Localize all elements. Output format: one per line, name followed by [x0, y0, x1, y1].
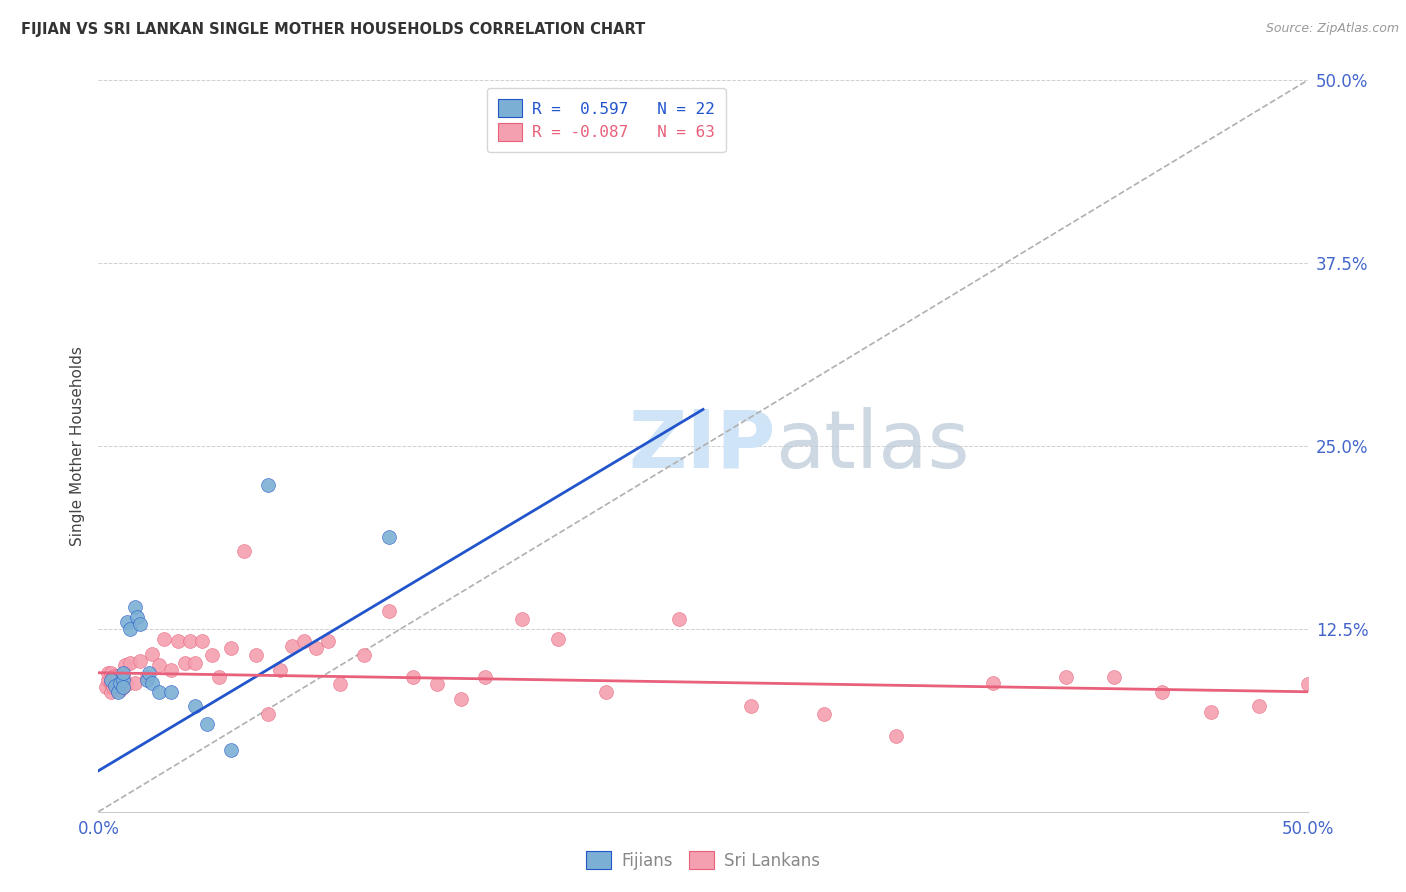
Point — [108, 676, 131, 690]
Point — [114, 658, 136, 673]
Point — [981, 676, 1004, 690]
Point — [547, 632, 569, 646]
Point — [111, 670, 134, 684]
Point — [118, 656, 141, 670]
Point — [111, 681, 134, 695]
Point — [174, 656, 197, 670]
Point — [101, 670, 124, 684]
Point — [127, 610, 149, 624]
Point — [195, 717, 218, 731]
Point — [1249, 699, 1271, 714]
Point — [353, 648, 375, 663]
Point — [118, 622, 141, 636]
Point — [100, 665, 122, 680]
Point — [184, 656, 207, 670]
Point — [148, 685, 170, 699]
Point — [108, 673, 131, 687]
Point — [104, 668, 127, 682]
Point — [111, 681, 134, 695]
Point — [100, 685, 122, 699]
Point — [117, 615, 139, 629]
Point — [97, 665, 120, 680]
Point — [135, 670, 157, 684]
Point — [886, 729, 908, 743]
Text: ZIP: ZIP — [628, 407, 776, 485]
Point — [107, 685, 129, 699]
Point — [232, 544, 254, 558]
Point — [152, 632, 174, 646]
Y-axis label: Single Mother Households: Single Mother Households — [70, 346, 86, 546]
Point — [135, 673, 157, 687]
Point — [221, 640, 243, 655]
Point — [1054, 670, 1077, 684]
Point — [100, 673, 122, 687]
Point — [141, 676, 163, 690]
Point — [94, 681, 117, 695]
Point — [256, 478, 278, 492]
Legend: Fijians, Sri Lankans: Fijians, Sri Lankans — [579, 845, 827, 877]
Point — [100, 676, 122, 690]
Point — [281, 640, 304, 654]
Point — [104, 677, 127, 691]
Point — [111, 673, 134, 687]
Point — [167, 633, 190, 648]
Point — [474, 670, 496, 684]
Point — [377, 604, 399, 618]
Point — [117, 677, 139, 691]
Point — [128, 654, 150, 668]
Point — [107, 668, 129, 682]
Text: FIJIAN VS SRI LANKAN SINGLE MOTHER HOUSEHOLDS CORRELATION CHART: FIJIAN VS SRI LANKAN SINGLE MOTHER HOUSE… — [21, 22, 645, 37]
Point — [160, 685, 183, 699]
Text: atlas: atlas — [776, 407, 970, 485]
Point — [426, 677, 449, 691]
Point — [1102, 670, 1125, 684]
Point — [191, 633, 214, 648]
Point — [111, 665, 134, 680]
Point — [377, 530, 399, 544]
Point — [813, 706, 835, 721]
Point — [160, 663, 183, 677]
Point — [108, 683, 131, 698]
Point — [269, 663, 291, 677]
Point — [208, 670, 231, 684]
Point — [107, 681, 129, 695]
Point — [97, 673, 120, 687]
Point — [245, 648, 267, 663]
Text: Source: ZipAtlas.com: Source: ZipAtlas.com — [1265, 22, 1399, 36]
Point — [595, 685, 617, 699]
Point — [221, 743, 243, 757]
Point — [124, 599, 146, 614]
Point — [1152, 685, 1174, 699]
Point — [141, 647, 163, 661]
Point — [305, 640, 328, 655]
Point — [1296, 677, 1319, 691]
Point — [316, 633, 339, 648]
Point — [402, 670, 425, 684]
Point — [668, 612, 690, 626]
Point — [201, 648, 224, 663]
Point — [740, 699, 762, 714]
Point — [184, 699, 207, 714]
Point — [128, 617, 150, 632]
Point — [138, 665, 160, 680]
Point — [450, 692, 472, 706]
Point — [510, 612, 533, 626]
Point — [101, 681, 124, 695]
Point — [1199, 705, 1222, 719]
Point — [148, 658, 170, 673]
Point — [292, 633, 315, 648]
Point — [256, 706, 278, 721]
Point — [329, 677, 352, 691]
Point — [104, 679, 127, 693]
Point — [124, 676, 146, 690]
Point — [179, 633, 201, 648]
